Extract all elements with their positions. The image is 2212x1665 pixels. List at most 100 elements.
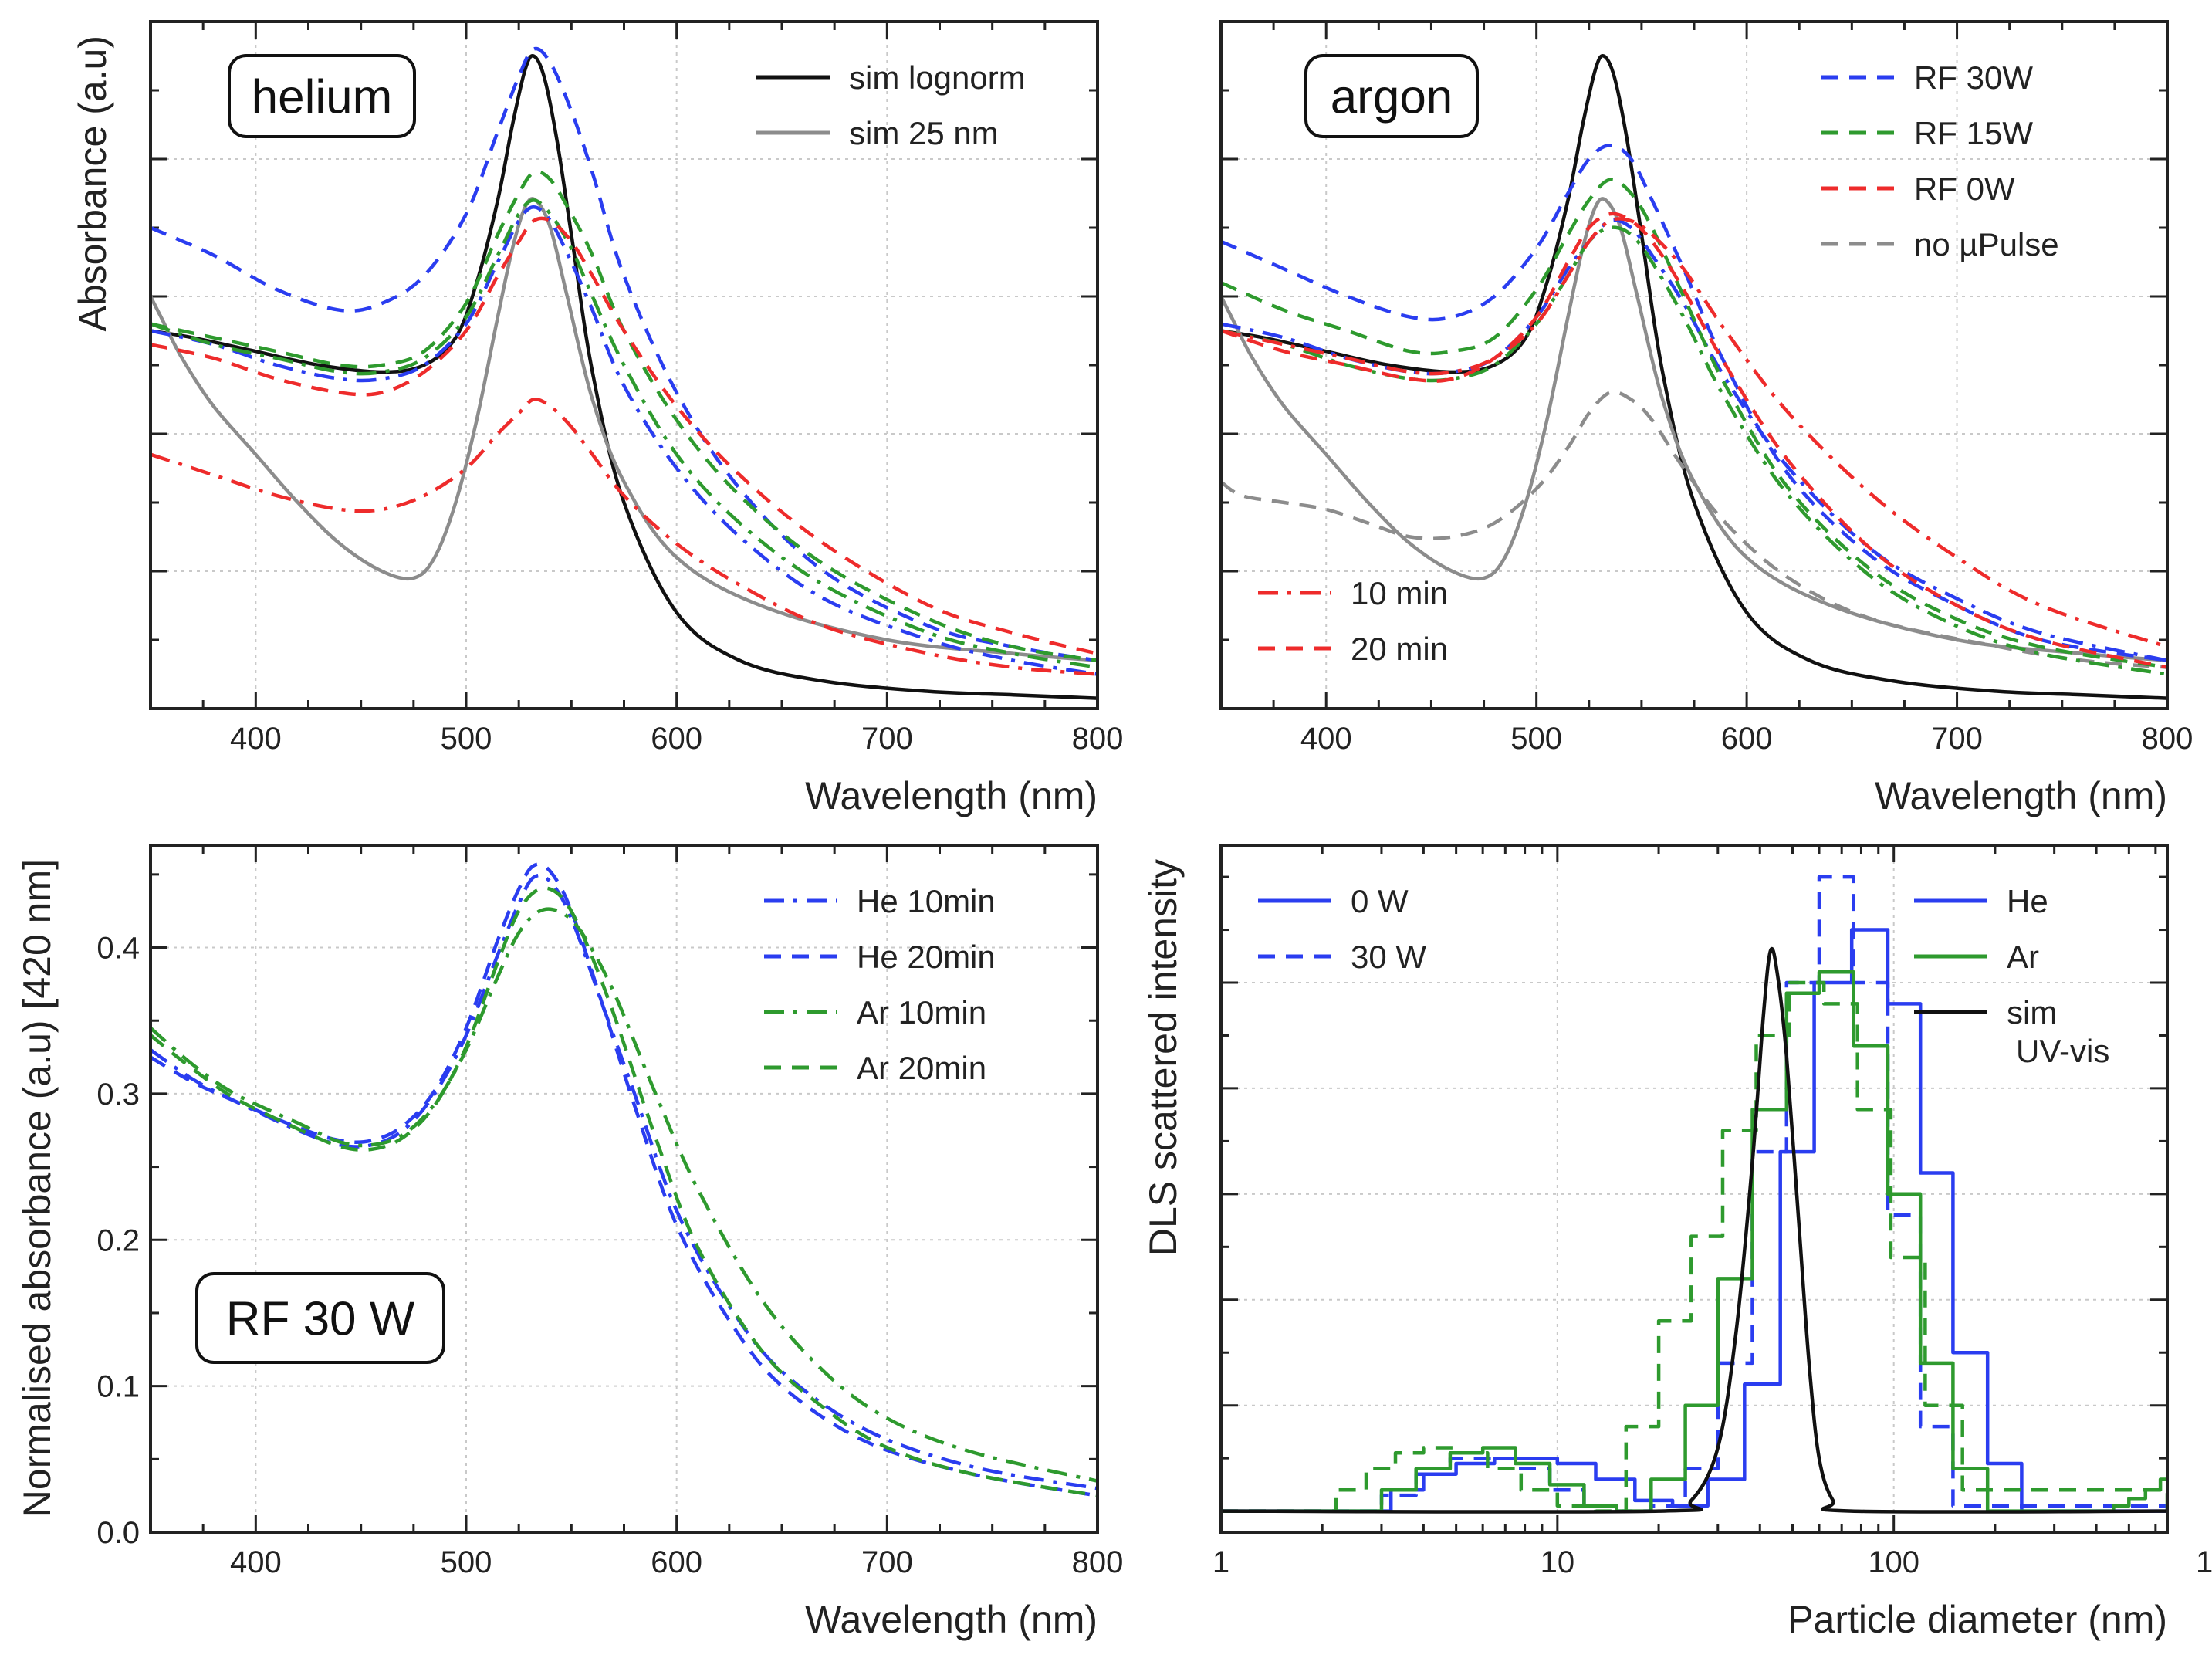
- gridlines: [1221, 22, 2167, 709]
- legend-label: He 10min: [857, 883, 996, 919]
- series-he-0-w: [1221, 928, 2167, 1513]
- x-tick-label: 800: [1072, 722, 1124, 756]
- panel-rf30: 400 500 600 700 800 0.0 0.1 0.2 0.3 0.4 Wavelength…: [15, 844, 1123, 1641]
- x-tick-label: 600: [651, 1545, 702, 1579]
- box-label-frame: [228, 54, 416, 138]
- x-tick-label: 600: [651, 722, 702, 756]
- y-axis-label: DLS scattered intensity: [1142, 859, 1185, 1256]
- x-tick-labels: 400 500 600 700 800: [230, 722, 1123, 756]
- legend-label: He: [2007, 883, 2048, 919]
- x-tick-label: 800: [1072, 1545, 1124, 1579]
- series-rf-30w-20-min: [151, 46, 1098, 662]
- legend-label: 30 W: [1351, 939, 1426, 975]
- x-tick-label: 10: [1541, 1545, 1575, 1579]
- series-ar-30-w: [1221, 980, 2167, 1513]
- x-tick-label: 1: [1213, 1545, 1229, 1579]
- x-axis-label: Wavelength (nm): [805, 1598, 1098, 1641]
- x-tick-label: 400: [1300, 722, 1352, 756]
- panel-dls: 1 10 100 1000 Particle diameter (nm) DLS scat…: [1142, 844, 2212, 1641]
- legend-label: RF 30W: [1914, 59, 2033, 96]
- x-tick-label: 700: [1931, 722, 1983, 756]
- series-sim-25-nm: [1221, 197, 2167, 662]
- legend-label: sim lognorm: [849, 59, 1026, 96]
- x-tick-label: 500: [1510, 722, 1562, 756]
- legend-label: 20 min: [1351, 631, 1448, 667]
- panel-helium: 400 500 600 700 800 Wavelength (nm) Absorbance…: [71, 20, 1123, 817]
- legend: He 10min He 20min Ar 10min Ar 20min: [764, 883, 996, 1086]
- x-tick-label: 500: [441, 1545, 492, 1579]
- x-tick-label: 400: [230, 1545, 282, 1579]
- legend-label: Ar 10min: [857, 994, 986, 1030]
- legend-label: RF 15W: [1914, 115, 2033, 151]
- x-tick-labels: 1 10 100 1000: [1213, 1545, 2212, 1579]
- x-tick-label: 700: [861, 722, 913, 756]
- legend: sim lognorm sim 25 nm: [756, 59, 1026, 151]
- series-rf-0w-10-min: [151, 397, 1098, 676]
- x-axis-label: Wavelength (nm): [1875, 774, 2167, 817]
- legend-label: sim 25 nm: [849, 115, 999, 151]
- series-rf-15w-10-min: [151, 198, 1098, 669]
- legend-label: Ar: [2007, 939, 2039, 975]
- series-rf-15w-20-min: [1221, 178, 2167, 669]
- x-axis-label: Wavelength (nm): [805, 774, 1098, 817]
- legend: RF 30W RF 15W RF 0W no µPulse 10 min 20 min: [1258, 59, 2059, 667]
- gridlines: [151, 22, 1098, 709]
- plot-frame: [149, 20, 1099, 710]
- box-label: argon: [1331, 71, 1453, 124]
- series-rf-0w-20-min: [151, 216, 1098, 655]
- y-tick-labels: 0.0 0.1 0.2 0.3 0.4: [96, 932, 140, 1550]
- x-tick-label: 100: [1868, 1545, 1919, 1579]
- series-group: [1221, 875, 2167, 1514]
- series-group: [151, 46, 1098, 700]
- plot-frame: [1219, 20, 2169, 710]
- y-axis-label: Absorbance (a.u): [71, 36, 114, 332]
- box-label-frame: [1304, 54, 1479, 138]
- x-tick-label: 700: [861, 1545, 913, 1579]
- x-tick-labels: 400 500 600 700 800: [1300, 722, 2193, 756]
- series-rf-0w-20-min: [1221, 212, 2167, 669]
- legend-label: 0 W: [1351, 883, 1409, 919]
- box-label-frame: [195, 1272, 445, 1364]
- series-ar-20min: [151, 886, 1098, 1497]
- x-tick-label: 500: [441, 722, 492, 756]
- legend-label: RF 0W: [1914, 171, 2015, 207]
- series-rf-0w-10-min: [1221, 217, 2167, 649]
- x-axis-label: Particle diameter (nm): [1788, 1598, 2167, 1641]
- series-sim-lognorm: [1221, 54, 2167, 700]
- series-rf-30w-20-min: [1221, 143, 2167, 662]
- series-sim-25-nm: [151, 197, 1098, 662]
- series-rf-30w-10-min: [1221, 218, 2167, 662]
- plot-frame: [1219, 844, 2169, 1534]
- x-tick-labels: 400 500 600 700 800: [230, 1545, 1123, 1579]
- legend-label: He 20min: [857, 939, 996, 975]
- legend-label: Ar 20min: [857, 1050, 986, 1086]
- series-ar-10min: [151, 907, 1098, 1483]
- series-rf-15w-20-min: [151, 170, 1098, 662]
- legend-label: 10 min: [1351, 575, 1448, 611]
- series-no-pulse: [1221, 390, 2167, 669]
- series-group: [151, 862, 1098, 1497]
- box-label: helium: [252, 71, 393, 124]
- legend-label: sim: [2007, 994, 2057, 1030]
- x-tick-label: 800: [2142, 722, 2193, 756]
- plot-frame: [149, 844, 1099, 1534]
- y-tick-label: 0.2: [96, 1223, 140, 1257]
- y-axis-label: Normalised absorbance (a.u) [420 nm]: [15, 859, 59, 1518]
- box-label: RF 30 W: [226, 1293, 415, 1346]
- y-tick-label: 0.0: [96, 1516, 140, 1550]
- y-tick-label: 0.3: [96, 1078, 140, 1112]
- x-tick-label: 1000: [2196, 1545, 2212, 1579]
- gridlines: [151, 845, 1098, 1532]
- x-tick-label: 400: [230, 722, 282, 756]
- series-rf-30w-10-min: [151, 205, 1098, 676]
- series-sim-lognorm: [151, 54, 1098, 700]
- legend-label-line2: UV-vis: [2016, 1033, 2109, 1069]
- series-sim-uv-vis: [1221, 946, 2167, 1514]
- legend-label: no µPulse: [1914, 226, 2059, 262]
- y-tick-label: 0.4: [96, 932, 140, 966]
- series-group: [1221, 54, 2167, 700]
- y-tick-label: 0.1: [96, 1370, 140, 1404]
